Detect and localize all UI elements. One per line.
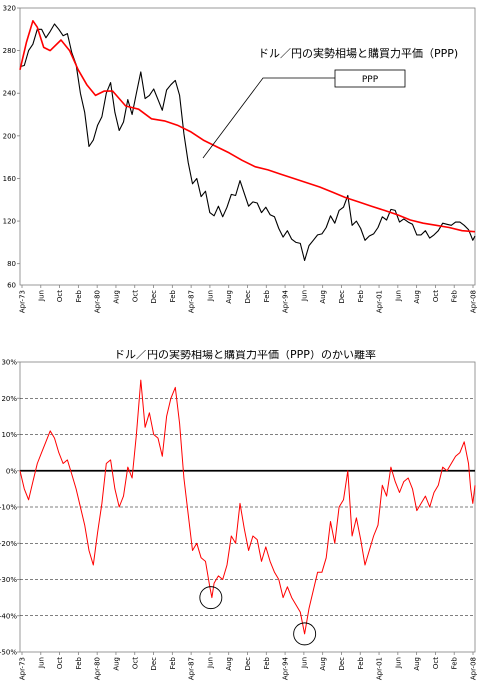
chart2-xtick-label: Apr-87	[188, 657, 196, 680]
chart1-xtick-label: Aug	[225, 290, 233, 304]
chart2-xtick-label: Apr-01	[376, 657, 384, 680]
chart2-ytick-label: 0%	[6, 467, 17, 475]
chart1-ytick-label: 80	[7, 260, 16, 268]
chart1-xtick-label: Dec	[150, 290, 158, 304]
chart1-xtick-label: Apr-01	[376, 290, 384, 313]
deviation-rate-chart: ドル／円の実勢相場と購買力平価（PPP）のかい離率 30% 20% 10% 0% -10…	[0, 350, 478, 680]
chart1-xtick-label: Feb	[451, 289, 459, 302]
chart1-y-axis: 320 280 240 200 160 120 80 60	[3, 5, 20, 290]
chart1-legend-box	[334, 69, 406, 88]
chart2-annotations	[199, 586, 317, 646]
chart2-title: ドル／円の実勢相場と購買力平価（PPP）のかい離率	[114, 350, 376, 361]
chart1-xtick-label: Apr-08	[470, 290, 478, 313]
chart2-xtick-label: Aug	[112, 657, 120, 671]
chart2-xtick-label: Jun	[394, 657, 402, 669]
chart1-xtick-label: Jun	[394, 290, 402, 302]
chart1-xtick-label: Oct	[56, 290, 64, 302]
chart2-ytick-label: -30%	[0, 576, 17, 584]
chart2-ytick-label: -10%	[0, 504, 17, 512]
chart2-xtick-label: Dec	[338, 657, 346, 671]
chart1-xtick-label: Jun	[37, 290, 45, 302]
chart1-ytick-label: 160	[3, 175, 16, 183]
chart1-annotation: ドル／円の実勢相場と購買力平価（PPP) PPP	[202, 46, 458, 159]
chart2-ytick-label: 30%	[1, 359, 17, 367]
chart1-xtick-label: Oct	[432, 290, 440, 302]
chart1-xtick-label: Feb	[169, 289, 177, 302]
chart1-xtick-label: Jun	[300, 290, 308, 302]
chart1-series-spot-rate	[19, 23, 476, 262]
chart1-ytick-label: 120	[3, 218, 16, 226]
chart2-xtick-label: Dec	[150, 657, 158, 671]
chart2-x-axis: Apr-73 Jun Oct Feb Apr-80 Aug Oct Dec Feb Apr-87 J…	[19, 652, 478, 680]
chart2-xtick-label: Jun	[206, 657, 214, 669]
chart2-xtick-label: Feb	[169, 656, 177, 669]
chart1-xtick-label: Apr-87	[188, 290, 196, 313]
chart1-xtick-label: Feb	[357, 289, 365, 302]
chart1-xtick-label: Apr-94	[282, 289, 290, 313]
chart2-xtick-label: Feb	[357, 656, 365, 669]
chart1-xtick-label: Feb	[263, 289, 271, 302]
chart2-annotation-circle	[293, 622, 317, 646]
chart1-x-axis: Apr-73 Jun Oct Feb Apr-80 Aug Oct Dec Feb Apr-87 J…	[19, 285, 478, 313]
chart1-xtick-label: Aug	[413, 290, 421, 304]
chart2-xtick-label: Feb	[263, 656, 271, 669]
chart2-gridlines	[20, 397, 475, 617]
chart1-xtick-label: Dec	[338, 290, 346, 304]
chart1-ytick-label: 200	[3, 132, 16, 140]
chart2-xtick-label: Feb	[451, 656, 459, 669]
chart1-xtick-label: Apr-73	[19, 290, 27, 313]
chart2-series	[19, 379, 476, 635]
chart2-series-deviation	[19, 379, 476, 635]
chart1-xtick-label: Feb	[75, 289, 83, 302]
chart1-xtick-label: Aug	[112, 290, 120, 304]
chart2-xtick-label: Dec	[244, 657, 252, 671]
chart1-xtick-label: Aug	[319, 290, 327, 304]
chart1-xtick-label: Dec	[244, 290, 252, 304]
chart2-xtick-label: Jun	[37, 657, 45, 669]
chart2-xtick-label: Feb	[75, 656, 83, 669]
chart2-xtick-label: Apr-94	[282, 656, 290, 680]
chart1-ytick-label: 240	[3, 90, 16, 98]
chart1-ytick-label: 280	[3, 47, 16, 55]
chart2-xtick-label: Apr-73	[19, 657, 27, 680]
chart2-ytick-label: 10%	[1, 431, 17, 439]
chart2-annotation-circle	[199, 586, 223, 610]
chart2-ytick-label: 20%	[1, 395, 17, 403]
chart1-ymin-label: 60	[7, 282, 16, 290]
chart2-xtick-label: Jun	[300, 657, 308, 669]
chart2-y-axis: 30% 20% 10% 0% -10% -20% -30% -40% -50%	[0, 359, 20, 657]
chart2-xtick-label: Oct	[131, 657, 139, 669]
chart2-ytick-label: -40%	[0, 612, 17, 620]
chart1-xtick-label: Oct	[131, 290, 139, 302]
chart1-series	[19, 19, 476, 262]
chart2-xtick-label: Aug	[225, 657, 233, 671]
chart1-xtick-label: Apr-80	[94, 290, 102, 313]
chart2-xtick-label: Oct	[56, 657, 64, 669]
chart2-xtick-label: Oct	[432, 657, 440, 669]
chart2-ytick-label: -20%	[0, 540, 17, 548]
chart1-legend-label: PPP	[362, 75, 379, 85]
chart1-title: ドル／円の実勢相場と購買力平価（PPP)	[258, 46, 458, 60]
chart2-ytick-label: -50%	[0, 649, 17, 657]
chart1-xtick-label: Jun	[206, 290, 214, 302]
chart2-xtick-label: Apr-80	[94, 657, 102, 680]
chart2-xtick-label: Apr-08	[470, 657, 478, 680]
chart1-ytick-label: 320	[3, 5, 16, 13]
chart1-series-ppp	[19, 19, 476, 233]
chart1-leader-line	[202, 77, 335, 159]
chart2-xtick-label: Aug	[413, 657, 421, 671]
chart2-xtick-label: Aug	[319, 657, 327, 671]
